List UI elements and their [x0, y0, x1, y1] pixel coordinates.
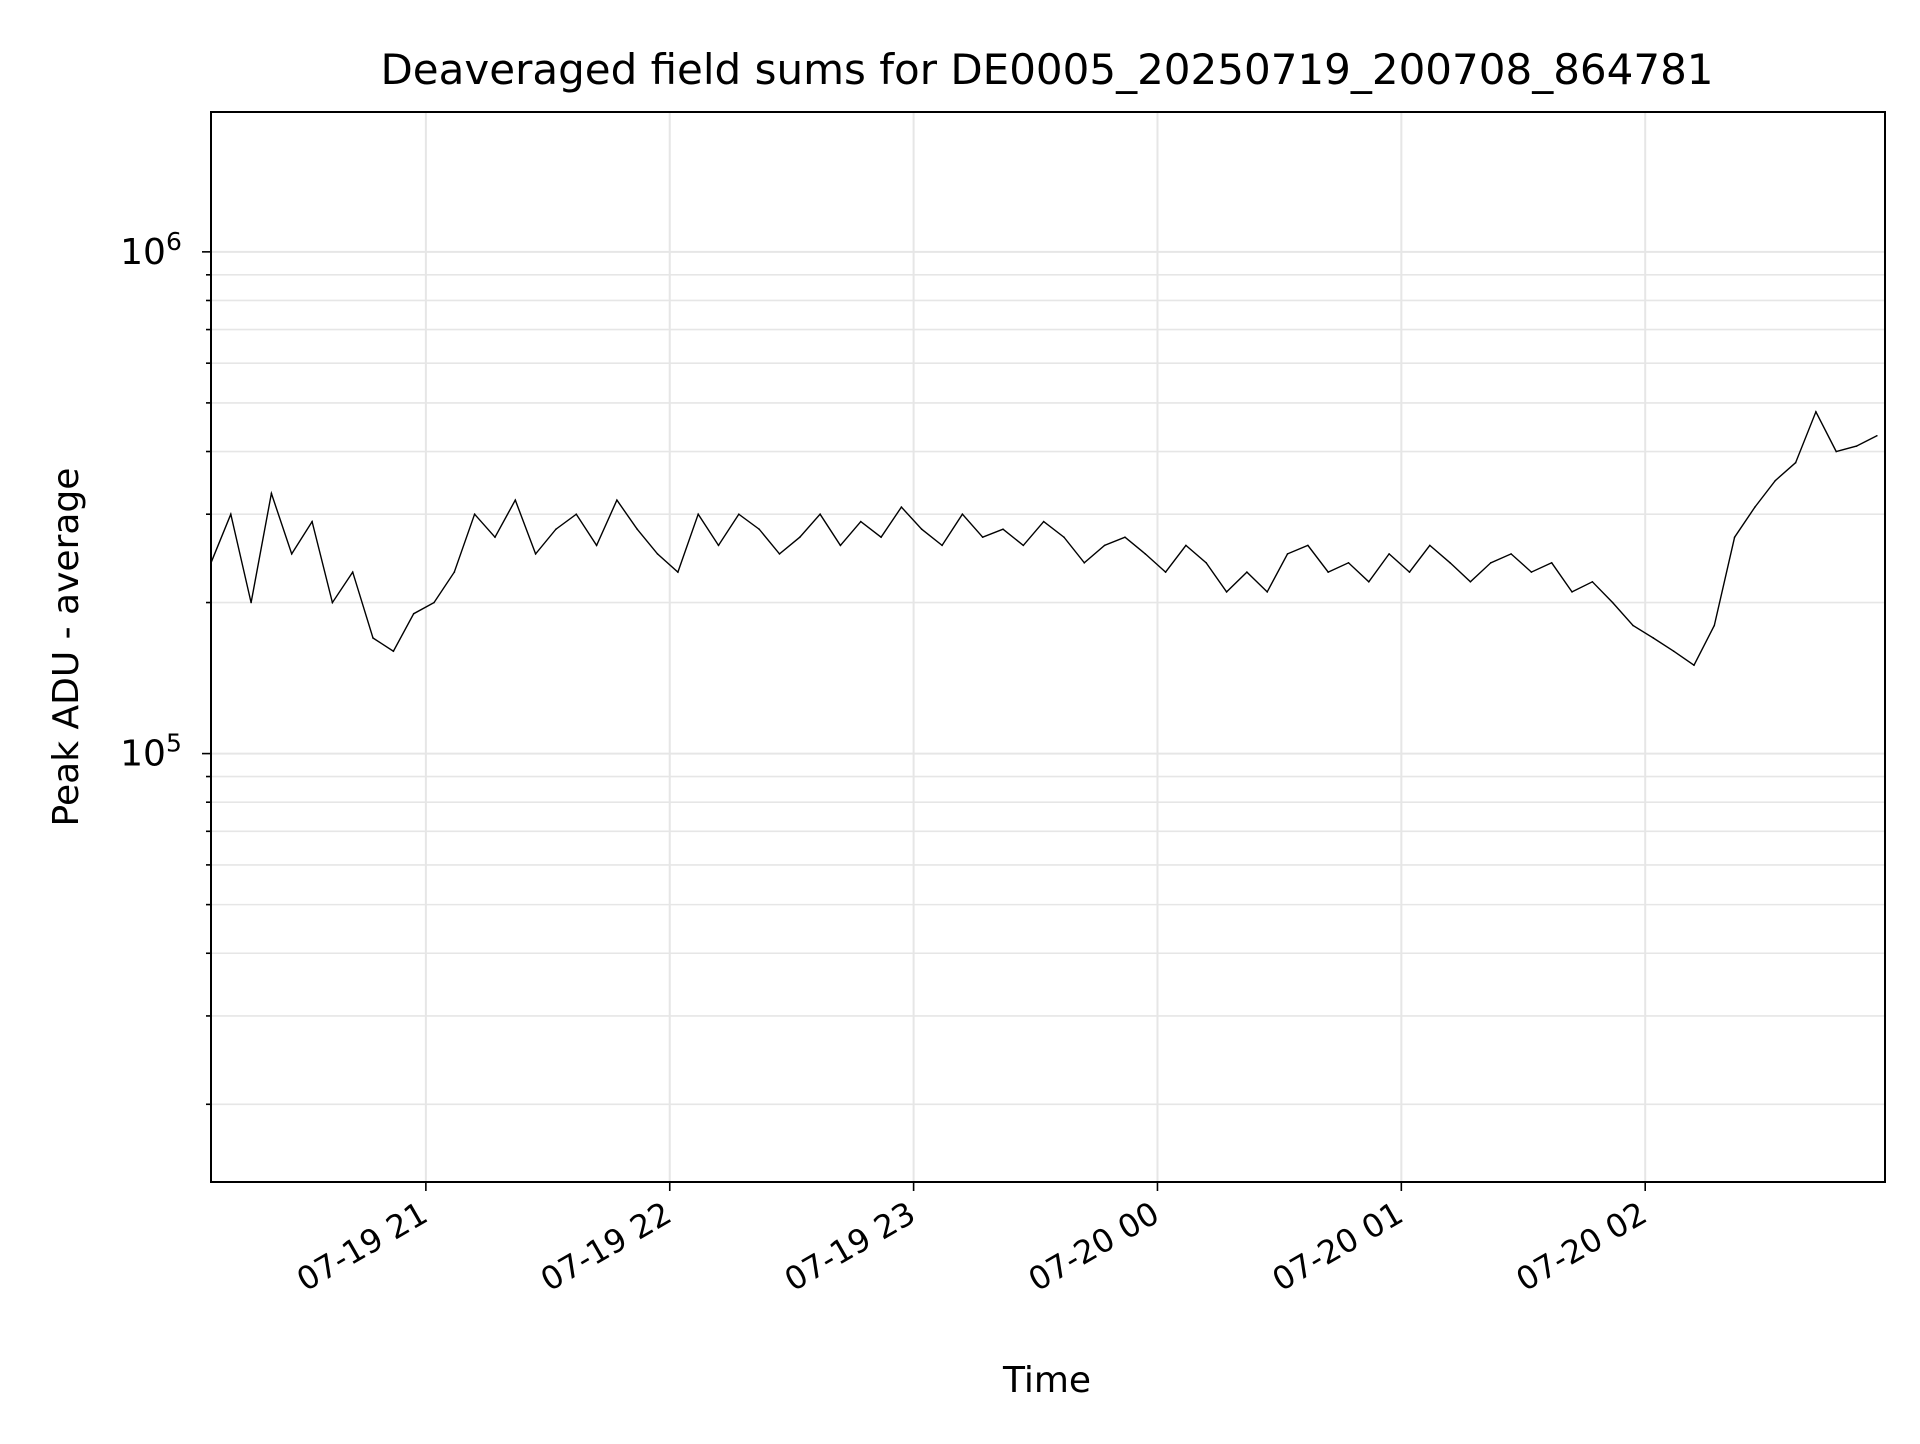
data-point	[1794, 461, 1797, 464]
data-point	[1876, 434, 1878, 437]
data-point	[1144, 553, 1147, 555]
data-point	[616, 499, 618, 501]
data-point	[1733, 536, 1736, 538]
data-point	[331, 601, 334, 604]
data-point	[1469, 580, 1472, 583]
data-point	[920, 528, 923, 531]
data-point	[1489, 562, 1492, 564]
x-axis-label: Time	[1002, 1360, 1091, 1401]
data-point	[1225, 591, 1228, 593]
data-point	[717, 544, 720, 547]
data-point	[1063, 536, 1065, 538]
data-point	[1347, 562, 1350, 564]
data-point	[1408, 571, 1411, 573]
data-point	[1713, 624, 1716, 627]
data-point	[819, 513, 821, 516]
y-axis-label: Peak ADU - average	[46, 468, 87, 827]
data-point	[697, 513, 699, 516]
data-point	[1815, 410, 1817, 413]
data-point	[1855, 445, 1858, 447]
data-point	[1286, 553, 1289, 555]
data-point	[1611, 601, 1614, 604]
data-point	[1550, 562, 1553, 564]
data-point	[656, 553, 659, 555]
data-point	[1510, 553, 1512, 555]
data-point	[1002, 528, 1004, 531]
data-point	[392, 650, 395, 652]
data-point	[1164, 571, 1167, 573]
data-point	[1571, 591, 1573, 593]
data-point	[1591, 580, 1594, 583]
data-point	[1368, 580, 1370, 583]
data-point	[1388, 553, 1390, 555]
data-point	[595, 544, 598, 547]
data-point	[514, 499, 517, 501]
data-point	[758, 528, 760, 531]
data-point	[1754, 506, 1756, 508]
data-point	[981, 536, 984, 538]
data-point	[1083, 562, 1086, 564]
data-point	[941, 544, 943, 547]
data-point	[1205, 562, 1208, 564]
y-tick-label: 106	[120, 227, 182, 273]
data-point	[270, 492, 273, 495]
data-point	[859, 520, 862, 523]
data-point	[778, 553, 781, 555]
data-point	[1632, 624, 1634, 627]
chart-title: Deaveraged field sums for DE0005_2025071…	[380, 45, 1713, 94]
plot-frame	[210, 111, 1886, 1183]
data-point	[839, 544, 842, 547]
grid	[211, 112, 1885, 1182]
data-point	[1449, 562, 1451, 564]
data-point	[1693, 664, 1695, 667]
data-layer	[210, 410, 1878, 667]
data-point	[534, 553, 537, 555]
data-point	[1327, 571, 1329, 573]
data-point	[798, 536, 801, 538]
data-point	[229, 513, 232, 516]
data-point	[1672, 650, 1675, 652]
data-point	[555, 528, 557, 531]
data-point	[433, 601, 435, 604]
data-point	[900, 506, 903, 508]
data-point	[290, 553, 293, 555]
data-point	[1652, 637, 1655, 639]
data-point	[1307, 544, 1309, 547]
data-point	[1124, 536, 1126, 538]
data-point	[494, 536, 496, 538]
data-point	[412, 612, 415, 615]
data-point	[1530, 571, 1533, 573]
data-point	[1042, 520, 1045, 523]
data-point	[1246, 571, 1248, 573]
data-point	[738, 513, 740, 516]
data-point	[1835, 450, 1838, 453]
data-point	[636, 528, 639, 531]
data-point	[311, 520, 313, 523]
data-point	[677, 571, 679, 573]
data-point	[453, 571, 456, 573]
data-point	[1774, 479, 1777, 482]
data-point	[1022, 544, 1025, 547]
data-point	[351, 571, 354, 573]
data-point	[473, 513, 476, 516]
data-point	[961, 513, 964, 516]
data-point	[880, 536, 882, 538]
data-point	[575, 513, 578, 516]
y-tick-label: 105	[120, 729, 182, 775]
data-point	[1266, 591, 1269, 593]
data-point	[1428, 544, 1431, 547]
data-point	[1103, 544, 1106, 547]
data-point	[372, 637, 374, 639]
data-point	[250, 601, 252, 604]
data-point	[1185, 544, 1187, 547]
